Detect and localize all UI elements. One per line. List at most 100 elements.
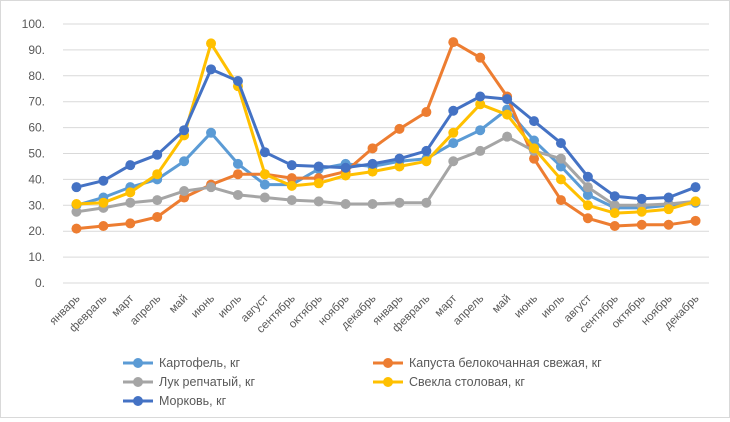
data-point [421, 145, 432, 156]
data-point [152, 149, 163, 160]
data-point [448, 105, 459, 116]
series-group [71, 64, 701, 204]
legend-swatch-marker [133, 358, 143, 368]
data-point [206, 127, 217, 138]
legend: Картофель, кг Капуста белокочанная свежая… [123, 356, 602, 408]
data-point [448, 138, 459, 149]
data-point [448, 127, 459, 138]
data-point [259, 147, 270, 158]
data-point [394, 123, 405, 134]
series-line [75, 67, 697, 201]
data-point [502, 94, 513, 105]
data-point [71, 206, 82, 217]
data-point [636, 206, 647, 217]
legend-item: Свекла столовая, кг [373, 375, 525, 389]
data-point [179, 125, 190, 136]
x-tick-label: апрель [451, 293, 486, 328]
series-lines [71, 37, 701, 234]
data-point [232, 169, 243, 180]
y-tick-label: 20. [28, 224, 45, 238]
data-point [663, 192, 674, 203]
x-tick-label: май [490, 293, 513, 316]
data-point [582, 213, 593, 224]
data-point [71, 182, 82, 193]
y-tick-label: 80. [28, 69, 45, 83]
data-point [340, 162, 351, 173]
data-point [206, 38, 217, 49]
y-tick-label: 70. [28, 95, 45, 109]
data-point [690, 182, 701, 193]
data-point [421, 156, 432, 167]
data-point [582, 171, 593, 182]
data-point [259, 179, 270, 190]
legend-swatch-marker [133, 377, 143, 387]
data-point [125, 197, 136, 208]
data-point [582, 189, 593, 200]
legend-label: Лук репчатый, кг [159, 375, 256, 389]
data-point [71, 223, 82, 234]
data-point [529, 116, 540, 127]
data-point [152, 195, 163, 206]
y-tick-label: 100. [22, 17, 45, 31]
data-point [394, 153, 405, 164]
series-group [71, 38, 701, 219]
data-point [555, 153, 566, 164]
data-point [71, 199, 82, 210]
data-point [125, 218, 136, 229]
y-axis-ticks: 0. 10. 20. 30. 40. 50. 60. 70. 80. 90. 100. [22, 17, 45, 290]
data-point [555, 138, 566, 149]
data-point [475, 125, 486, 136]
y-tick-label: 10. [28, 250, 45, 264]
data-point [475, 91, 486, 102]
data-point [286, 173, 297, 184]
y-tick-label: 0. [35, 276, 45, 290]
data-point [98, 197, 109, 208]
data-point [98, 221, 109, 232]
data-point [529, 153, 540, 164]
data-point [125, 187, 136, 198]
y-tick-label: 30. [28, 198, 45, 212]
data-point [502, 131, 513, 142]
legend-swatch-marker [133, 396, 143, 406]
data-point [609, 191, 620, 202]
legend-item: Картофель, кг [123, 356, 240, 370]
data-point [286, 180, 297, 191]
data-point [152, 211, 163, 222]
legend-label: Капуста белокочанная свежая, кг [409, 356, 602, 370]
y-tick-label: 90. [28, 43, 45, 57]
data-point [367, 143, 378, 154]
data-point [555, 161, 566, 172]
legend-swatch-marker [383, 377, 393, 387]
data-point [232, 189, 243, 200]
y-tick-label: 60. [28, 121, 45, 135]
legend-label: Морковь, кг [159, 394, 227, 408]
data-point [206, 64, 217, 75]
data-point [529, 143, 540, 154]
x-tick-label: июнь [189, 293, 217, 321]
data-point [98, 175, 109, 186]
data-point [582, 200, 593, 211]
data-point [609, 200, 620, 211]
data-point [475, 99, 486, 110]
data-point [286, 195, 297, 206]
data-point [555, 174, 566, 185]
legend-item: Капуста белокочанная свежая, кг [373, 356, 602, 370]
x-tick-label: май [167, 293, 190, 316]
data-point [609, 221, 620, 232]
x-tick-label: апрель [128, 293, 163, 328]
legend-label: Картофель, кг [159, 356, 240, 370]
data-point [152, 169, 163, 180]
data-point [663, 204, 674, 215]
data-point [448, 156, 459, 167]
data-point [232, 75, 243, 86]
data-point [555, 195, 566, 206]
data-point [367, 199, 378, 210]
data-point [340, 170, 351, 181]
data-point [206, 182, 217, 193]
data-point [636, 193, 647, 204]
data-point [232, 158, 243, 169]
x-tick-label: июнь [512, 293, 540, 321]
